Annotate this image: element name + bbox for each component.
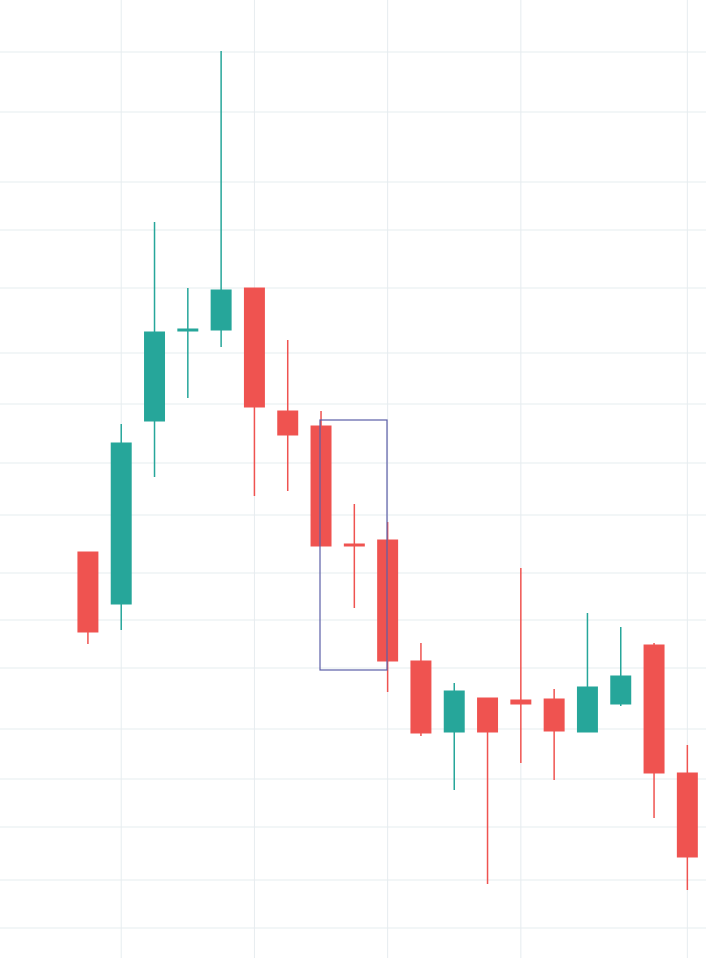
candle-body — [576, 686, 598, 733]
candle-body — [543, 698, 565, 732]
candle-body — [310, 425, 332, 547]
candle-body — [144, 331, 166, 422]
candle-body — [210, 289, 232, 331]
candle-body — [410, 660, 432, 734]
candle-body — [243, 287, 265, 408]
candle-body — [277, 410, 299, 436]
candle-body — [676, 772, 698, 858]
candle-body — [177, 328, 199, 332]
selection-box — [319, 419, 388, 671]
candle-body — [610, 675, 632, 705]
candle-body — [477, 697, 499, 733]
candle-body — [643, 644, 665, 774]
candle-body — [377, 539, 399, 662]
candle-body — [77, 551, 99, 633]
candle-body — [110, 442, 132, 605]
candle-body — [510, 699, 532, 705]
candles — [77, 51, 698, 890]
candle-body — [343, 543, 365, 547]
candle-body — [443, 690, 465, 733]
